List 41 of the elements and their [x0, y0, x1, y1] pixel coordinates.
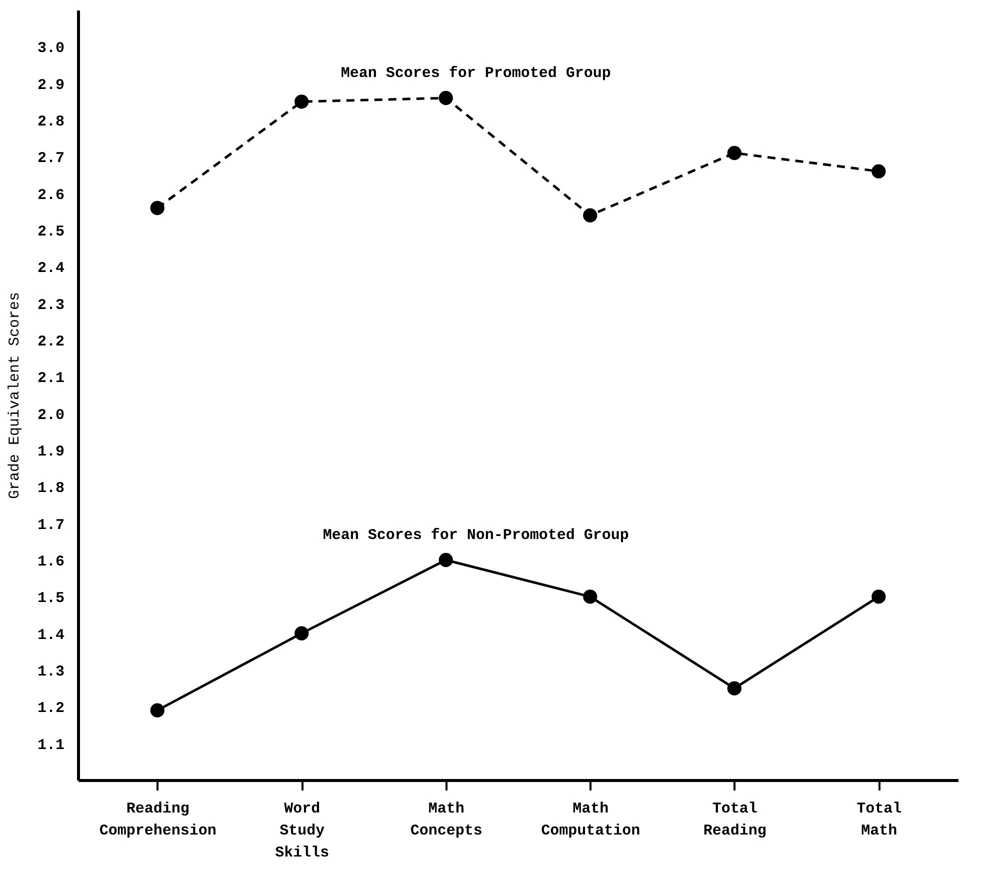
point	[294, 626, 309, 640]
text: Mean Scores for Non-Promoted Group	[322, 527, 629, 544]
series-label: Mean Scores for Promoted Group	[340, 65, 611, 82]
point	[583, 208, 598, 222]
x-tick-label: Math Concepts	[410, 800, 482, 840]
y-tick-label: 1.7	[37, 516, 64, 534]
y-tick-label: 2.4	[37, 260, 64, 278]
y-tick-label: 2.1	[37, 370, 64, 388]
y-tick-label: 2.3	[37, 296, 64, 314]
y-tick-label: 1.1	[37, 736, 64, 754]
x-tick-label: Math Computation	[541, 800, 640, 840]
y-tick-label: 2.2	[37, 334, 64, 350]
y-tick-label: 1.2	[37, 700, 64, 718]
x-tick-label: Total Reading	[703, 800, 766, 840]
y-tick-label: 2.9	[37, 76, 64, 94]
point	[727, 681, 742, 696]
y-tick-label: 2.5	[37, 224, 64, 240]
point	[872, 590, 886, 604]
y-tick-label: 1.5	[37, 590, 64, 608]
point	[150, 703, 164, 718]
y-tick-label: 1.9	[37, 444, 64, 460]
y-axis-title: Grade Equivalent Scores	[6, 292, 24, 500]
y-tick-label: 1.8	[37, 480, 64, 498]
point	[727, 146, 742, 160]
point	[438, 552, 453, 568]
point	[438, 90, 453, 106]
y-tick-label: 2.6	[37, 186, 64, 204]
y-tick-label: 2.0	[37, 406, 64, 424]
point	[872, 164, 886, 178]
point	[294, 94, 309, 109]
y-tick-label: 2.7	[37, 150, 64, 168]
x-tick-label: Word Study Skills	[275, 800, 330, 862]
x-tick-label: Total Math	[856, 800, 902, 840]
point	[583, 590, 598, 604]
y-tick-label: 1.6	[37, 554, 64, 570]
y-tick-label: 1.4	[37, 626, 64, 644]
point	[150, 200, 164, 216]
x-tick-label: Reading Comprehension	[99, 800, 216, 840]
y-tick-label: 2.8	[37, 114, 64, 130]
y-tick-label: 1.3	[37, 664, 64, 680]
y-tick-label: 3.0	[37, 40, 64, 58]
